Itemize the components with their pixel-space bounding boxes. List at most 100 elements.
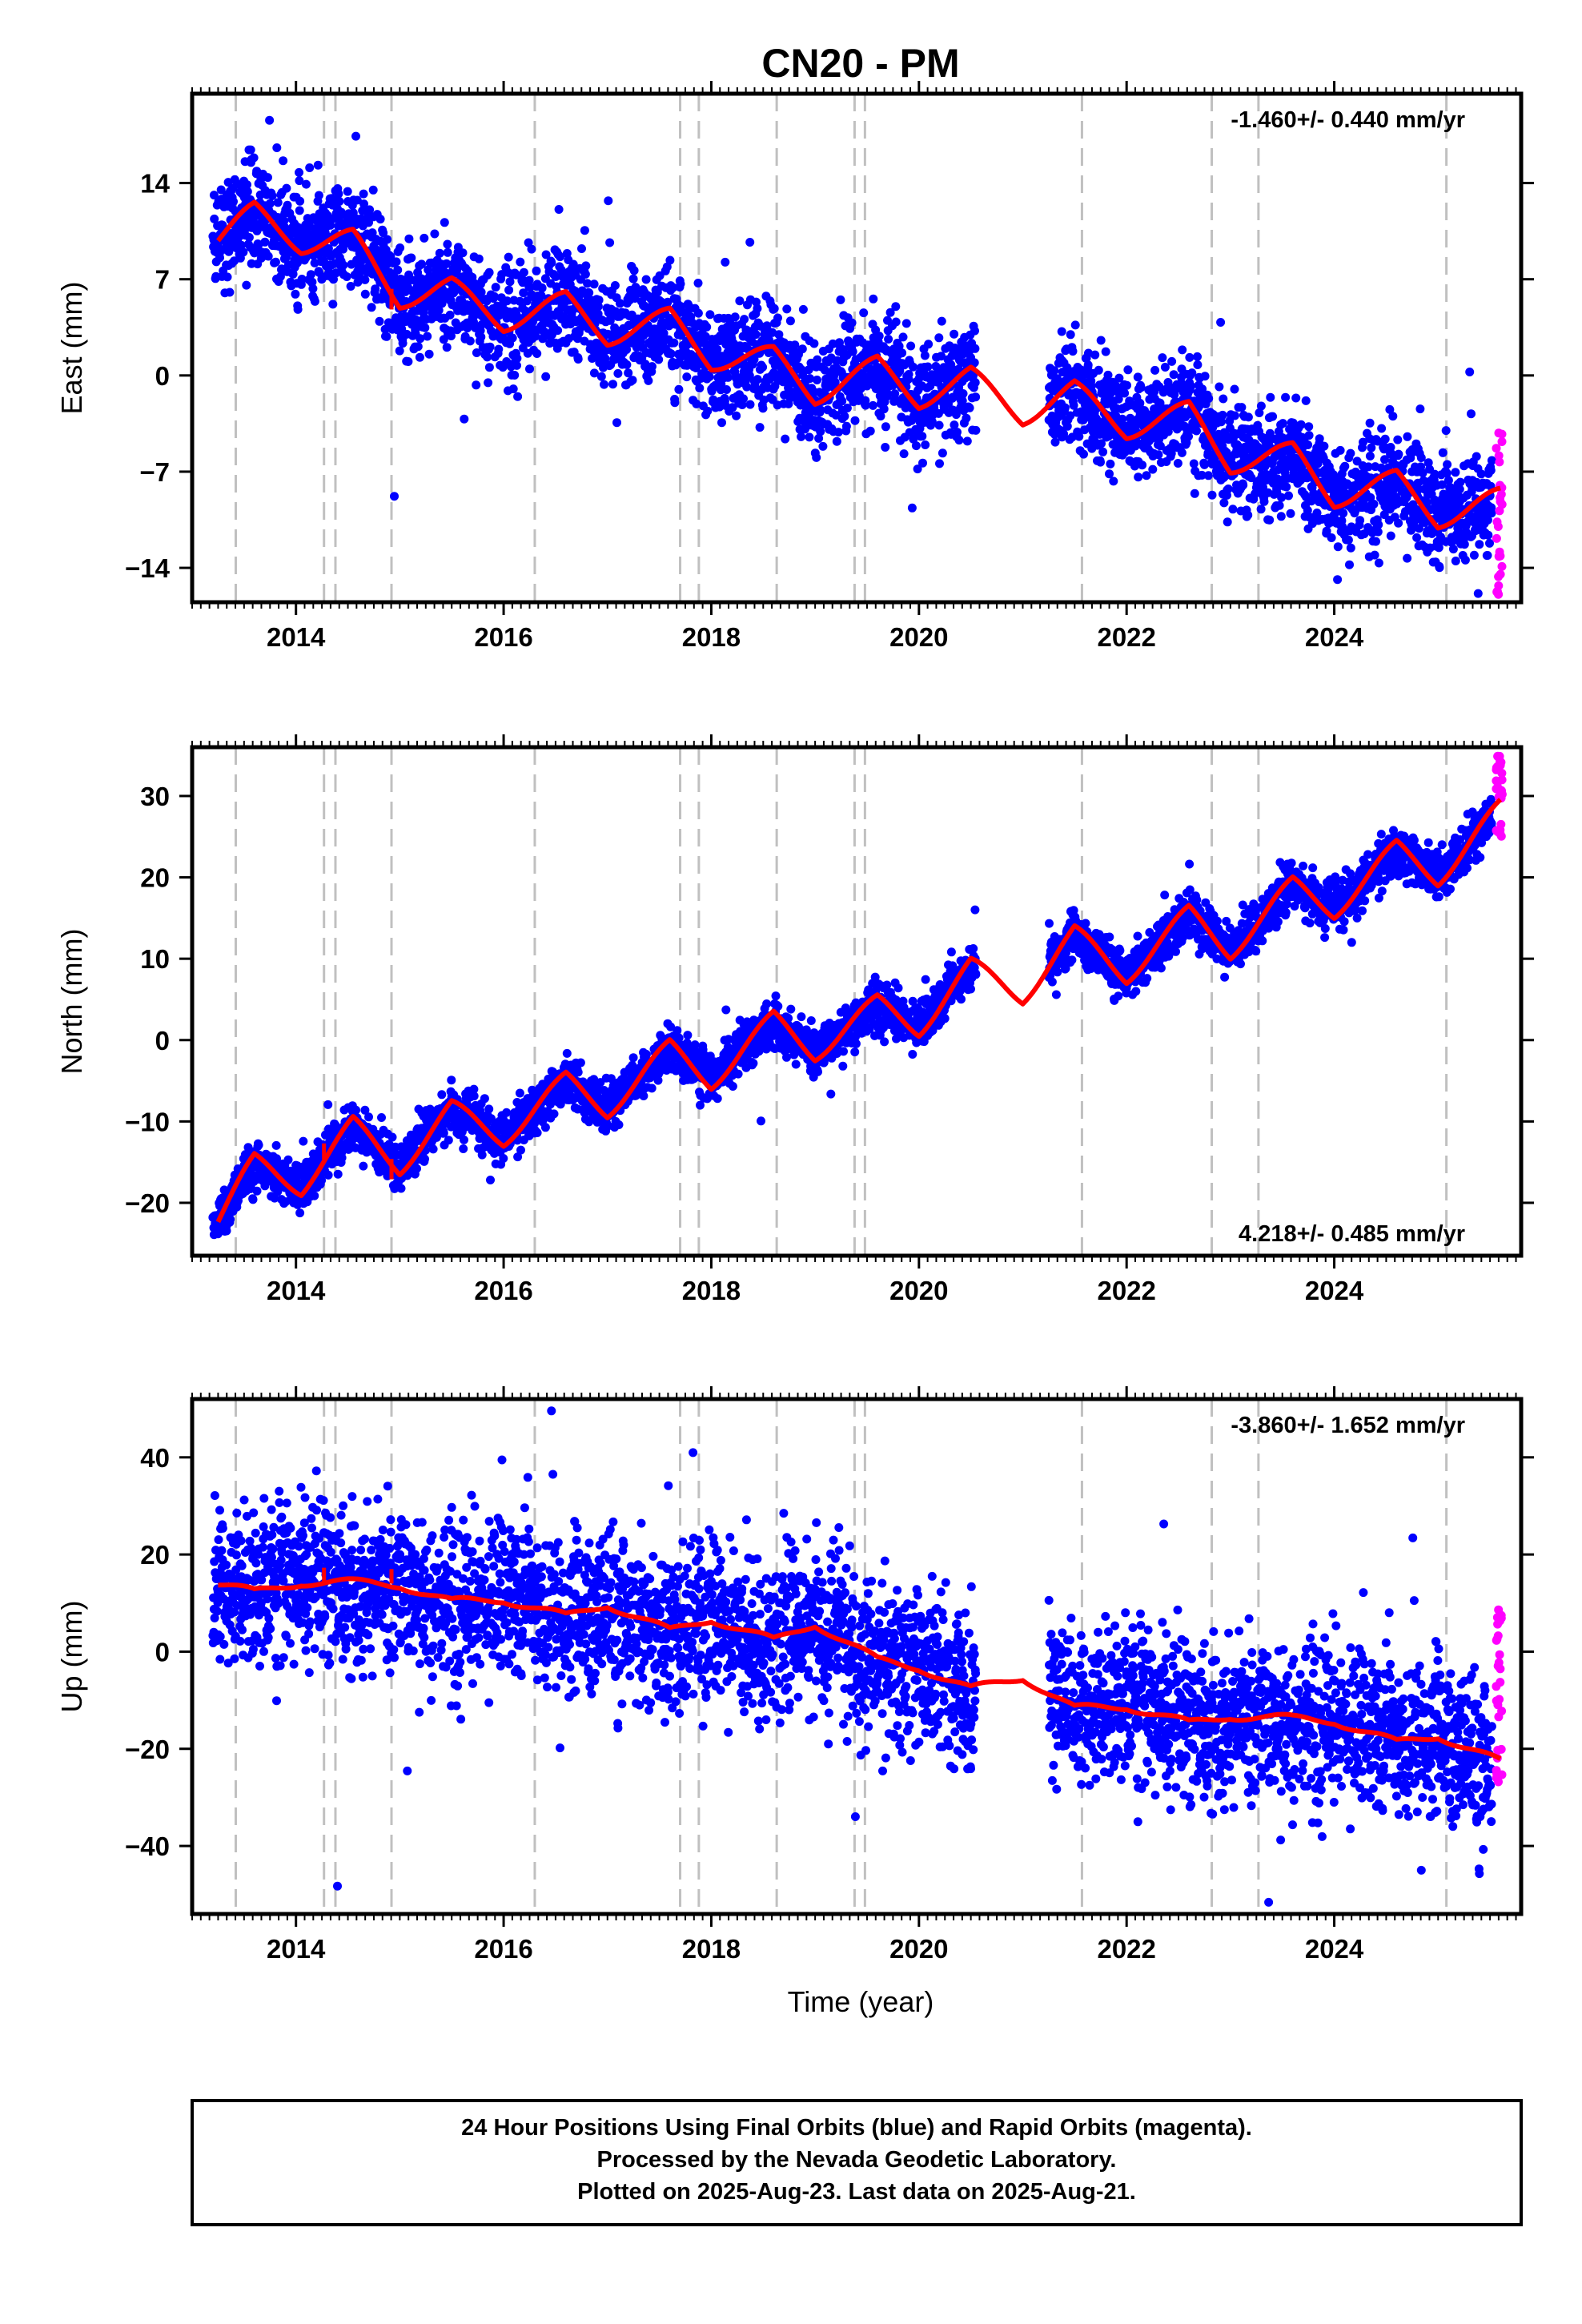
data-point [415,352,424,362]
data-point [288,269,298,279]
data-point [745,238,755,247]
data-point [935,459,944,468]
y-axis-label: East (mm) [55,282,88,415]
data-point [1216,318,1226,327]
rapid-point [1492,587,1502,597]
data-point [1074,432,1084,441]
rate-annotation: -1.460+/- 0.440 mm/yr [1231,107,1465,133]
data-point [850,416,860,425]
data-point [1319,441,1329,451]
data-point [1090,350,1100,360]
data-point [1460,555,1470,565]
data-point [209,191,219,200]
data-point [1256,505,1266,514]
data-point [954,436,964,445]
data-point [840,412,849,421]
data-point [282,252,291,262]
data-point [1169,370,1178,380]
data-point [1155,441,1165,451]
data-point [1187,368,1197,378]
data-point [1120,388,1130,398]
data-point [859,308,869,318]
data-point [1111,411,1121,420]
data-point [1412,533,1422,542]
x-tick-label: 2018 [682,622,741,652]
data-point [1177,448,1186,457]
plot-area [208,94,1507,602]
data-point [554,205,564,214]
data-point [537,283,547,293]
data-point [891,302,901,312]
data-point [1339,509,1348,518]
data-point [832,436,841,446]
data-point [790,340,800,350]
data-point [215,253,224,263]
data-point [622,360,632,369]
data-point [1469,550,1479,560]
data-point [581,261,591,271]
data-point [1059,429,1069,439]
data-point [924,340,934,349]
rapid-point [1493,522,1503,531]
data-point [360,275,370,284]
data-point [334,189,343,199]
data-point [723,372,733,382]
data-point [836,295,845,304]
rapid-point [1495,457,1504,467]
data-point [310,296,319,306]
data-point [1243,412,1253,422]
data-point [1178,345,1187,355]
data-point [730,312,740,322]
data-point [1278,419,1287,428]
data-point [1134,472,1143,482]
data-point [365,205,375,215]
data-point [1335,445,1345,455]
data-point [693,308,703,318]
data-point [1066,330,1075,340]
data-point [1282,482,1291,492]
data-point [622,345,632,354]
data-point [703,406,713,416]
data-point [813,355,822,364]
y-tick-label: 7 [155,265,170,295]
data-point [641,275,651,284]
data-point [909,434,918,444]
data-point [1218,410,1227,420]
data-point [1291,393,1301,403]
data-point [472,348,481,357]
data-point [377,1113,386,1122]
data-point [1138,460,1147,470]
data-point [869,294,878,304]
data-point [663,297,673,307]
data-point [430,229,440,239]
data-point [396,243,405,252]
data-point [547,258,556,267]
data-point [911,441,921,451]
data-point [291,289,300,299]
data-point [326,220,335,230]
data-point [970,344,980,353]
data-point [1369,500,1379,509]
data-point [842,404,852,412]
data-point [263,251,273,261]
data-point [1370,550,1379,560]
data-point [482,296,492,306]
x-tick-label: 2020 [889,622,948,652]
data-point [434,306,444,315]
data-point [695,384,705,393]
data-point [1079,449,1088,459]
data-point [1207,490,1217,500]
data-point [1189,459,1199,468]
data-point [476,287,486,297]
data-point [628,376,637,385]
data-point [631,283,640,292]
data-point [1239,480,1248,490]
data-point [351,1105,360,1115]
data-point [713,344,722,354]
data-point [254,240,263,250]
data-point [674,384,684,394]
data-point [881,422,890,432]
data-point [295,176,304,186]
data-point [654,355,664,364]
